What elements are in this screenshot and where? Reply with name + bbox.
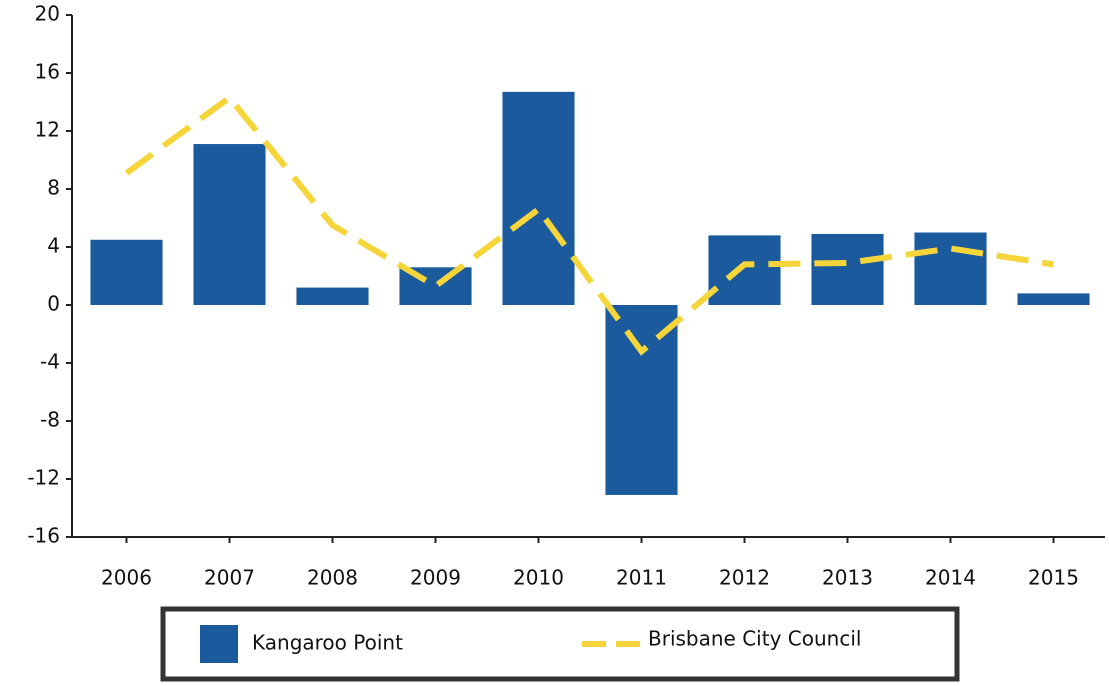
x-tick-label: 2014 [925, 566, 976, 590]
x-tick-label: 2007 [204, 566, 255, 590]
y-tick-label: 20 [35, 2, 60, 26]
x-tick-label: 2009 [410, 566, 461, 590]
y-tick-label: -16 [27, 524, 60, 548]
bar [811, 233, 884, 305]
x-tick-label: 2012 [719, 566, 770, 590]
legend-box [160, 606, 960, 682]
y-tick-label: -8 [40, 408, 60, 432]
x-tick-label: 2011 [616, 566, 667, 590]
y-tick-label: 4 [47, 234, 60, 258]
x-tick-label: 2006 [101, 566, 152, 590]
legend-swatch [200, 625, 238, 663]
legend-label: Kangaroo Point [252, 631, 403, 655]
x-tick-label: 2015 [1028, 566, 1079, 590]
y-tick-label: 12 [35, 118, 60, 142]
bar [605, 305, 678, 495]
bar [914, 232, 987, 305]
x-tick-label: 2008 [307, 566, 358, 590]
y-tick-label: 16 [35, 60, 60, 84]
y-tick-label: -12 [27, 466, 60, 490]
x-tick-label: 2013 [822, 566, 873, 590]
bar [193, 144, 266, 305]
legend-label: Brisbane City Council [648, 627, 861, 651]
bar [502, 91, 575, 305]
bar [708, 235, 781, 305]
y-tick-label: 0 [47, 292, 60, 316]
line [124, 93, 1054, 356]
y-tick-label: 8 [47, 176, 60, 200]
bar [296, 287, 369, 305]
y-tick-label: -4 [40, 350, 60, 374]
bar [1017, 293, 1090, 305]
x-tick-label: 2010 [513, 566, 564, 590]
bar [90, 239, 163, 305]
